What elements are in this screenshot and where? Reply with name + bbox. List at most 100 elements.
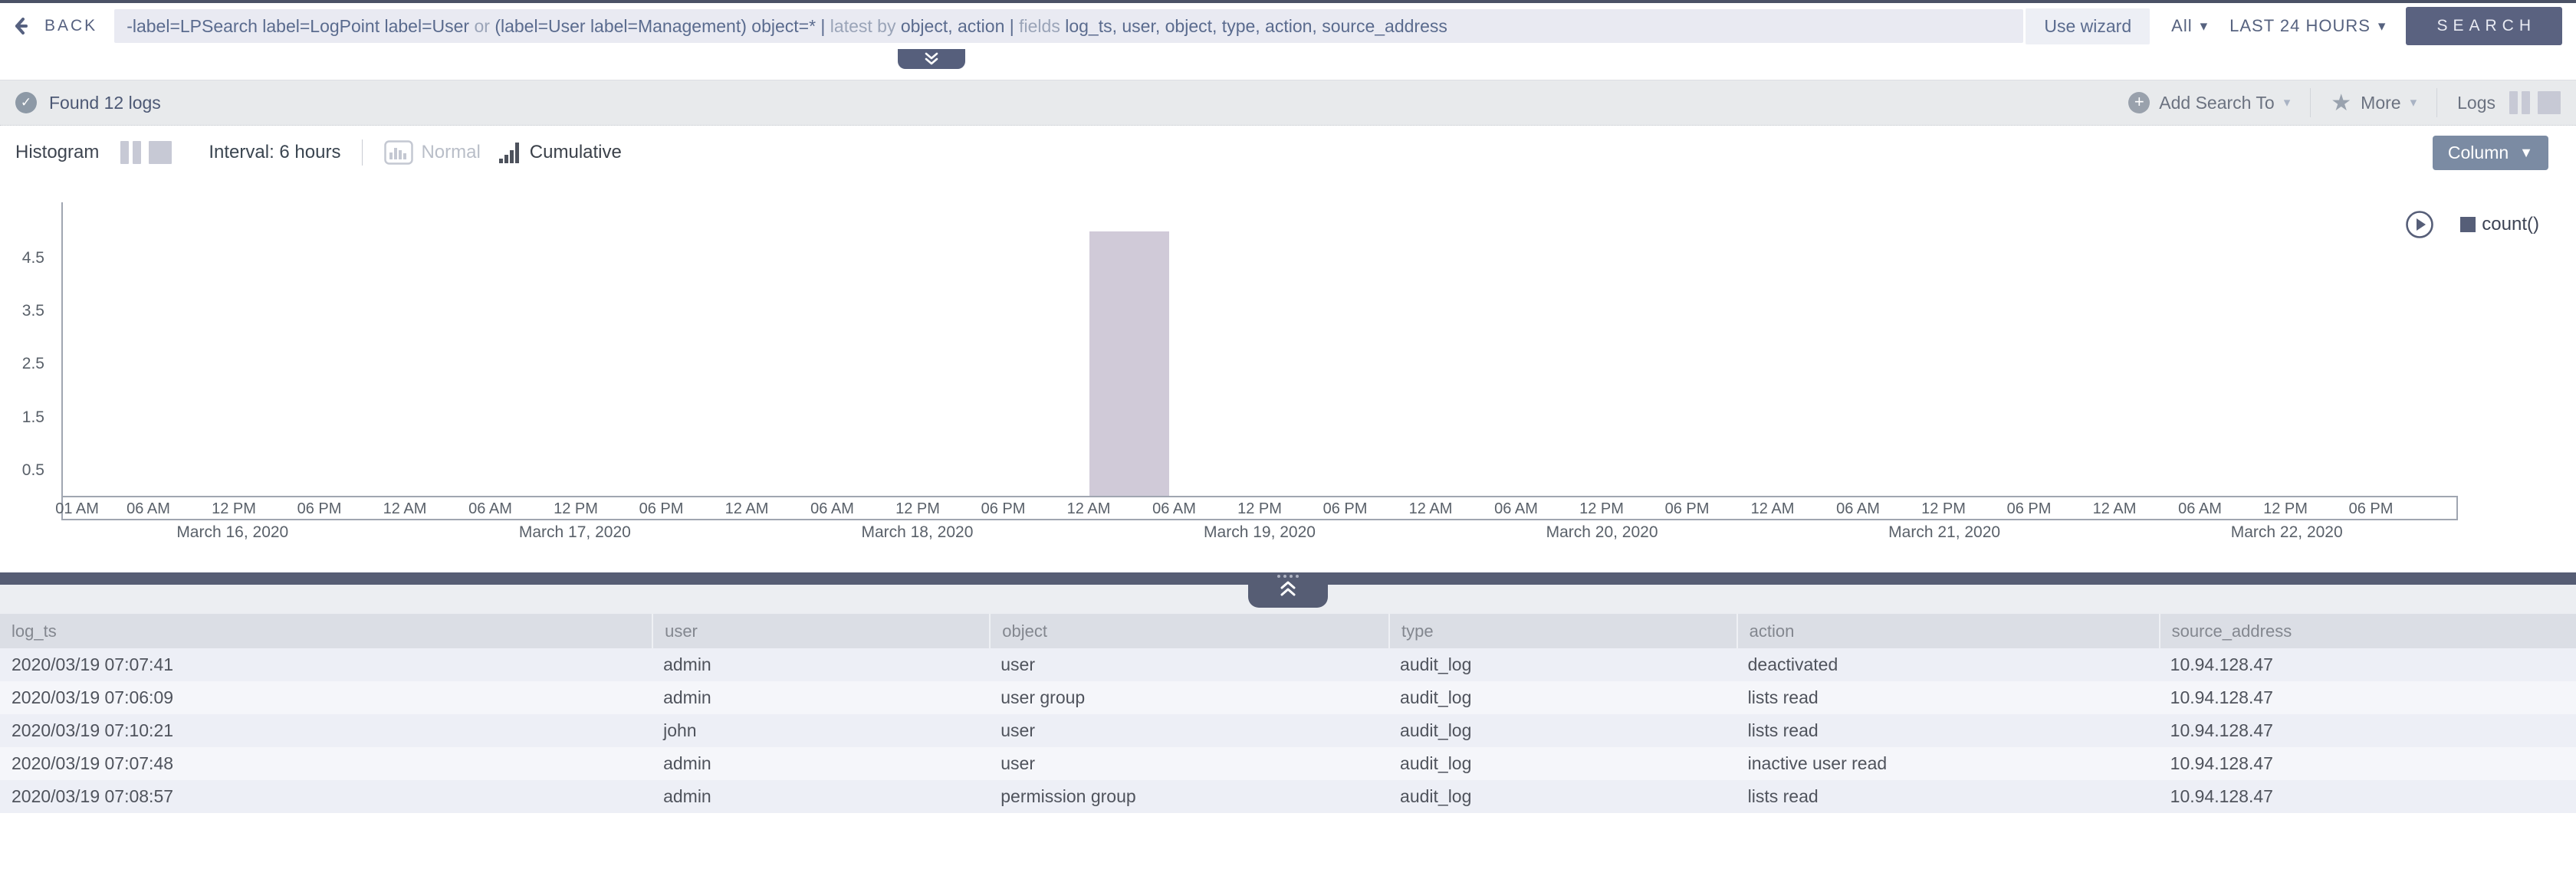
table-cell-source_address: 10.94.128.47 — [2170, 720, 2273, 740]
table-cell-user: admin — [663, 687, 711, 707]
time-range-selector[interactable]: LAST 24 HOURS ▾ — [2229, 16, 2386, 36]
add-search-to-label: Add Search To — [2159, 92, 2275, 113]
histogram-bar[interactable] — [1089, 231, 1169, 496]
histogram-solid-view-icon[interactable] — [149, 141, 172, 164]
grip-dots — [1277, 575, 1299, 578]
y-axis-tick-label: 3.5 — [21, 302, 44, 320]
cumulative-label: Cumulative — [529, 142, 622, 162]
found-logs-status: ✓ Found 12 logs — [15, 92, 161, 113]
table-cell-type: audit_log — [1400, 654, 1472, 674]
back-button[interactable]: BACK — [14, 17, 97, 35]
logs-view-icons — [2509, 91, 2561, 114]
x-axis-tick-label: 06 PM — [1664, 500, 1710, 517]
table-row[interactable]: 2020/03/19 07:08:57 admin permission group… — [0, 780, 2576, 813]
table-cell-user: admin — [663, 753, 711, 773]
normal-label: Normal — [421, 142, 481, 162]
x-axis-tick-label: 06 PM — [2348, 500, 2394, 517]
table-header-cell-object[interactable]: object — [989, 614, 1388, 648]
table-cell-action: inactive user read — [1747, 753, 1888, 773]
x-axis-tick-label: 06 PM — [1322, 500, 1368, 517]
table-header-cell-action[interactable]: action — [1736, 614, 2159, 648]
x-axis-tick-label: 06 PM — [297, 500, 342, 517]
search-button[interactable]: SEARCH — [2406, 7, 2562, 45]
query-segment: latest by — [830, 15, 901, 36]
table-row[interactable]: 2020/03/19 07:07:48 admin user audit_log ina… — [0, 747, 2576, 780]
table-cell-user: admin — [663, 786, 711, 806]
x-axis-tick-label: 06 PM — [639, 500, 684, 517]
query-segment: | — [1009, 15, 1020, 36]
vertical-divider — [2436, 88, 2438, 117]
double-chevron-up-icon — [1280, 581, 1296, 596]
query-segment: -label=LPSearch label=LogPoint label=Use… — [127, 15, 475, 36]
legend-entry-count[interactable]: count() — [2460, 214, 2539, 235]
y-axis-tick-label: 0.5 — [21, 461, 44, 479]
play-icon[interactable] — [2405, 210, 2434, 239]
legend-swatch — [2460, 217, 2476, 232]
x-axis-tick-label: 06 AM — [1152, 500, 1196, 517]
search-query-input[interactable]: -label=LPSearch label=LogPoint label=Use… — [114, 9, 2024, 43]
chart-type-dropdown[interactable]: Column ▼ — [2432, 135, 2548, 170]
table-cell-user: john — [663, 720, 697, 740]
y-axis-tick-label: 2.5 — [21, 355, 44, 373]
panel-divider[interactable] — [0, 572, 2576, 608]
x-axis-date-label: March 16, 2020 — [176, 523, 289, 541]
results-bar: ✓ Found 12 logs + Add Search To ▾ ★ More… — [0, 80, 2576, 126]
table-row[interactable]: 2020/03/19 07:07:41 admin user audit_log dea… — [0, 648, 2576, 681]
chevron-down-icon: ▾ — [2200, 18, 2209, 34]
time-range-label: LAST 24 HOURS — [2229, 16, 2371, 35]
collapse-chart-tab[interactable] — [1248, 572, 1328, 608]
table-cell-action: deactivated — [1747, 654, 1838, 674]
x-axis-tick-label: 12 PM — [1579, 500, 1624, 517]
chart-inner: 01 AM 06 AM 12 PM 06 PM 12 AM 06 AM 12 PM 06 PM… — [55, 202, 2458, 543]
compact-view-icon[interactable] — [2538, 91, 2561, 114]
query-segment: | — [820, 15, 830, 36]
x-axis-dates: March 16, 2020 March 17, 2020 March 18, 20… — [61, 520, 2458, 543]
search-toolbar: BACK -label=LPSearch label=LogPoint labe… — [0, 3, 2576, 49]
table-row[interactable]: 2020/03/19 07:10:21 john user audit_log list… — [0, 714, 2576, 747]
star-icon: ★ — [2331, 90, 2352, 116]
x-axis-tick-label: 12 PM — [895, 500, 940, 517]
chevron-down-icon: ▼ — [2519, 144, 2533, 160]
histogram-column-view-icon[interactable] — [120, 141, 142, 164]
table-cell-action: lists read — [1747, 687, 1819, 707]
vertical-divider — [2310, 88, 2312, 117]
table-cell-log_ts: 2020/03/19 07:06:09 — [12, 687, 174, 707]
table-header-cell-user[interactable]: user — [652, 614, 989, 648]
table-row[interactable]: 2020/03/19 07:06:09 admin user group audit_… — [0, 681, 2576, 714]
x-axis-date-label: March 17, 2020 — [518, 523, 631, 541]
x-axis-tick-label: 12 PM — [554, 500, 598, 517]
use-wizard-button[interactable]: Use wizard — [2026, 8, 2150, 44]
x-axis-tick-label: 12 AM — [1408, 500, 1453, 517]
x-axis-tick-label: 12 AM — [1750, 500, 1795, 517]
normal-histogram-icon — [384, 140, 414, 165]
x-axis-tick-label: 06 AM — [127, 500, 170, 517]
y-axis-labels: 0.5 1.5 2.5 3.5 4.5 — [0, 202, 49, 496]
table-cell-source_address: 10.94.128.47 — [2170, 753, 2273, 773]
interval-label: Interval: 6 hours — [209, 142, 341, 162]
x-axis-strip: 01 AM 06 AM 12 PM 06 PM 12 AM 06 AM 12 PM 06 PM… — [55, 496, 2458, 520]
back-label: BACK — [44, 17, 98, 34]
x-axis-date-label: March 22, 2020 — [2230, 523, 2343, 541]
table-header-cell-log_ts[interactable]: log_ts — [12, 621, 57, 641]
query-segment: or — [474, 15, 495, 36]
add-search-to-button[interactable]: + Add Search To ▾ — [2128, 92, 2290, 113]
column-view-icon[interactable] — [2509, 91, 2530, 114]
x-axis-tick-label: 06 AM — [468, 500, 512, 517]
repo-selector[interactable]: All ▾ — [2171, 16, 2208, 36]
chevron-down-icon: ▾ — [2377, 18, 2387, 34]
cumulative-mode-toggle[interactable]: Cumulative — [498, 140, 622, 165]
table-header-cell-source_address[interactable]: source_address — [2158, 614, 2576, 648]
window-top-border — [0, 0, 2576, 3]
more-menu-button[interactable]: ★ More ▾ — [2331, 90, 2417, 116]
histogram-view-icons — [120, 141, 172, 164]
chart-type-label: Column — [2447, 142, 2509, 162]
double-chevron-down-icon — [925, 52, 938, 65]
results-bar-actions: + Add Search To ▾ ★ More ▾ Logs — [2128, 88, 2561, 117]
table-header-cell-type[interactable]: type — [1388, 614, 1737, 648]
table-cell-action: lists read — [1747, 786, 1819, 806]
x-axis-tick-label: 06 AM — [810, 500, 854, 517]
expand-search-tab[interactable] — [898, 49, 965, 69]
x-axis-tick-label: 06 AM — [2178, 500, 2222, 517]
table-cell-log_ts: 2020/03/19 07:08:57 — [12, 786, 174, 806]
normal-mode-toggle[interactable]: Normal — [384, 140, 481, 165]
